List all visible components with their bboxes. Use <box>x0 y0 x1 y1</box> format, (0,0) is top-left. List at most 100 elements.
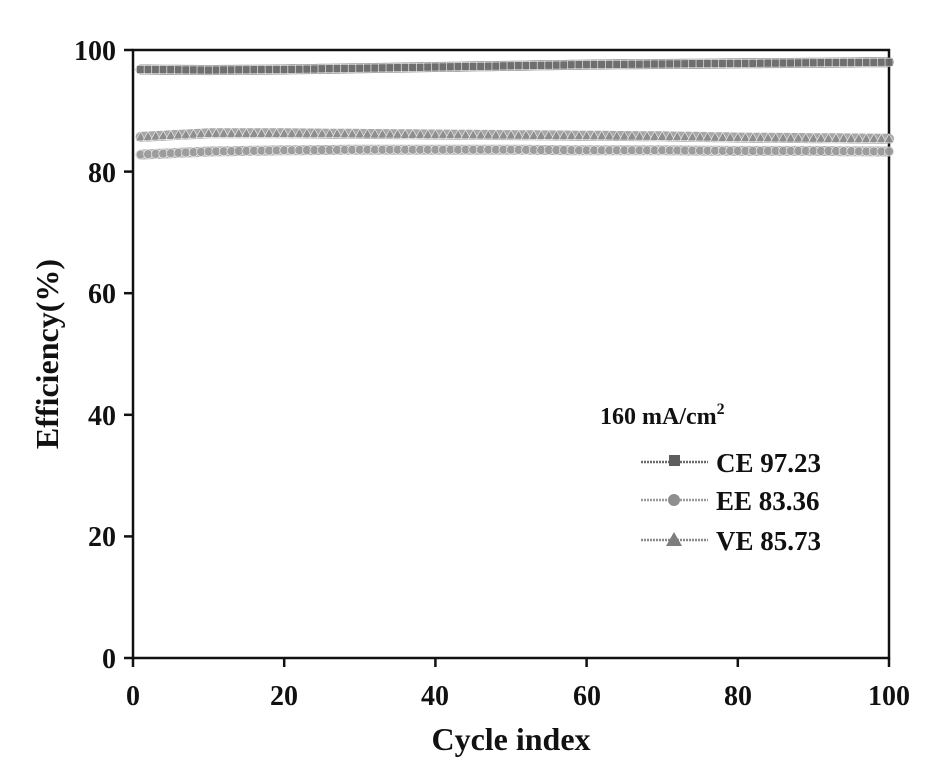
data-point-ve <box>157 130 169 140</box>
data-point-ve <box>361 128 373 139</box>
data-point-ve <box>543 129 555 140</box>
data-point-ve <box>308 127 320 138</box>
data-point-ce <box>612 59 622 69</box>
data-point-ve <box>800 132 812 143</box>
data-point-ce <box>521 61 531 70</box>
data-point-ve <box>429 128 441 139</box>
x-tick-label: 60 <box>573 681 601 712</box>
legend-marker-triangle-icon <box>666 532 682 546</box>
data-point-ve <box>218 127 230 138</box>
legend-marker-square-icon <box>669 455 680 466</box>
data-point-ve <box>664 130 676 141</box>
data-point-ce <box>536 60 546 70</box>
data-point-ve <box>581 130 593 140</box>
data-point-ce <box>559 60 569 70</box>
x-tick-label: 40 <box>421 681 449 712</box>
data-point-ve <box>331 128 343 138</box>
data-point-ve <box>558 129 570 140</box>
data-point-ce <box>786 58 796 68</box>
data-point-ce <box>491 61 501 71</box>
data-point-ve <box>671 130 683 141</box>
data-point-ce <box>257 65 266 74</box>
data-point-ce <box>725 59 735 68</box>
x-tick-label: 0 <box>126 681 140 712</box>
series-layer <box>135 57 895 160</box>
data-point-ce <box>279 65 289 74</box>
data-point-ce <box>801 58 811 68</box>
data-point-ve <box>603 130 615 141</box>
data-point-ce <box>242 65 251 75</box>
x-tick-label: 20 <box>270 681 298 712</box>
data-point-ce <box>189 65 198 75</box>
data-point-ve <box>513 129 525 140</box>
data-point-ce <box>672 59 682 69</box>
data-point-ve <box>135 131 147 142</box>
data-point-ve <box>172 129 184 140</box>
y-tick-label: 60 <box>88 279 116 310</box>
data-point-ve <box>150 130 162 141</box>
data-point-ce <box>453 62 463 72</box>
data-point-ve <box>747 132 759 142</box>
data-point-ce <box>824 58 833 67</box>
data-point-ve <box>187 128 200 139</box>
data-point-ce <box>400 63 410 72</box>
data-point-ve <box>815 132 827 143</box>
data-point-ce <box>234 65 244 75</box>
data-point-ve <box>195 128 207 138</box>
data-point-ce <box>650 59 659 69</box>
data-point-ce <box>378 63 387 73</box>
data-point-ce <box>778 58 788 68</box>
y-tick-label: 40 <box>88 401 116 432</box>
data-point-ve <box>324 128 336 138</box>
data-point-ve <box>369 128 381 139</box>
data-point-ce <box>385 63 395 73</box>
data-point-ce <box>748 58 758 68</box>
data-point-ce <box>877 57 886 67</box>
data-point-ve <box>762 132 774 143</box>
data-point-ve <box>641 130 653 141</box>
data-point-ce <box>196 65 206 75</box>
y-tick-label: 20 <box>88 522 116 553</box>
data-point-ve <box>883 133 895 144</box>
data-point-ce <box>302 64 312 74</box>
data-point-ce <box>635 59 644 69</box>
data-point-ve <box>724 131 736 142</box>
data-point-ce <box>884 57 894 67</box>
data-point-ce <box>332 64 342 73</box>
data-point-ve <box>407 128 419 139</box>
data-point-ce <box>355 63 365 73</box>
data-point-ve <box>240 127 252 138</box>
data-point-ve <box>286 127 298 138</box>
data-point-ve <box>550 129 562 140</box>
data-point-ve <box>633 130 646 141</box>
data-point-ve <box>822 132 835 143</box>
data-point-ce <box>136 65 145 74</box>
data-point-ce <box>529 61 539 70</box>
data-point-ce <box>415 62 425 72</box>
data-point-ce <box>249 65 259 74</box>
data-point-ce <box>143 65 153 74</box>
data-point-ce <box>310 64 319 74</box>
data-point-ce <box>816 58 826 68</box>
data-point-ce <box>514 61 523 71</box>
y-tick-label: 100 <box>74 36 116 67</box>
data-point-ve <box>460 129 472 140</box>
data-point-ce <box>158 65 168 74</box>
data-point-ve <box>505 129 517 140</box>
data-point-ve <box>422 128 434 139</box>
legend: 160 mA/cm2 CE 97.23 EE 83.36 VE 85.73 <box>600 401 821 556</box>
data-point-ve <box>346 128 358 139</box>
x-tick-label: 100 <box>868 681 910 712</box>
data-point-ce <box>461 62 470 71</box>
data-point-ce <box>272 65 281 74</box>
data-point-ce <box>854 58 864 67</box>
data-point-ce <box>544 60 554 70</box>
data-point-ce <box>166 65 176 74</box>
data-point-ve <box>528 129 540 140</box>
data-point-ve <box>868 132 880 143</box>
data-point-ce <box>756 58 765 68</box>
data-point-ce <box>733 59 743 68</box>
legend-label-ve: VE 85.73 <box>716 526 821 556</box>
data-point-ce <box>393 63 402 72</box>
